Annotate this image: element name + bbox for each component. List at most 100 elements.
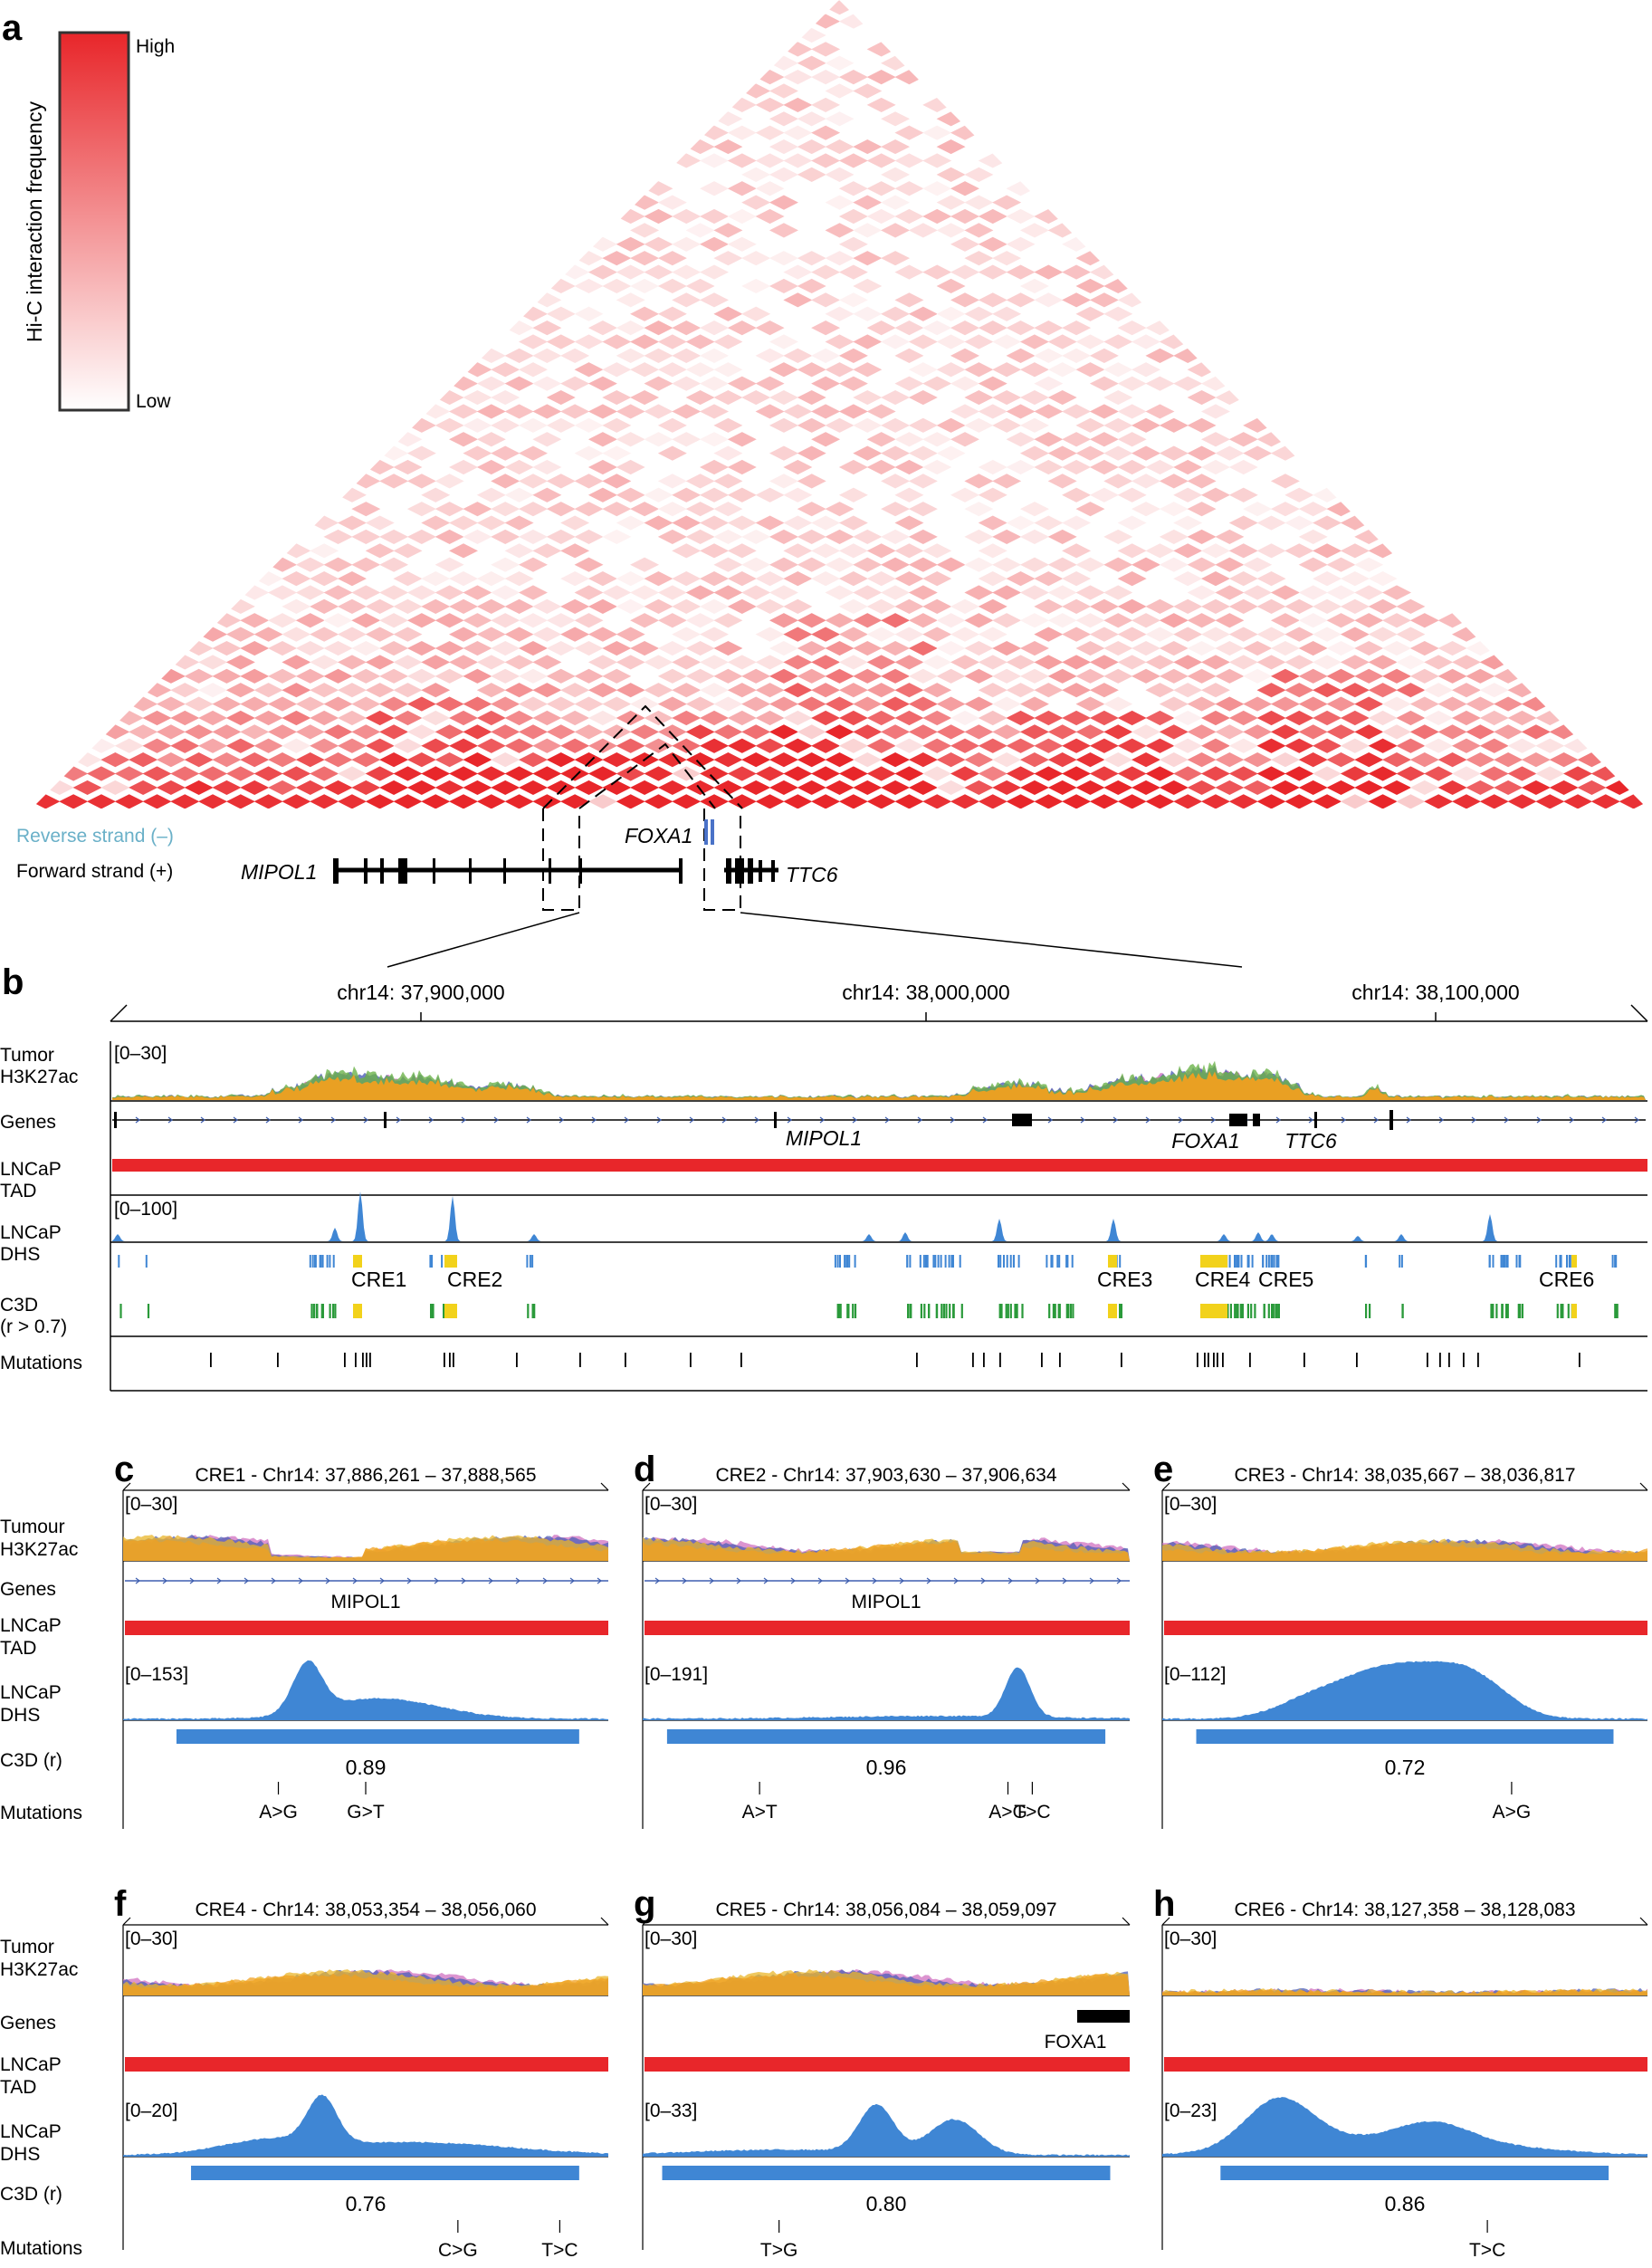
hic-cell — [616, 292, 645, 308]
hic-cell — [1340, 766, 1370, 781]
hic-cell — [769, 445, 798, 461]
hic-cell — [1340, 794, 1370, 809]
hic-cell — [936, 668, 966, 684]
hic-cell — [825, 167, 855, 182]
hic-cell — [1034, 432, 1064, 447]
row2-labels: Tumor H3K27ac Genes LNCaP TAD LNCaP DHS … — [0, 1937, 82, 2259]
hic-cell — [406, 696, 436, 712]
hic-cell — [476, 348, 506, 363]
hic-cell — [978, 404, 1007, 419]
hic-cell — [323, 585, 353, 600]
hic-cell — [866, 598, 896, 614]
hic-cell — [838, 627, 868, 642]
hic-cell — [838, 181, 868, 196]
strand-arrow — [167, 1116, 173, 1124]
hic-cell — [1270, 502, 1300, 517]
hic-cell — [602, 474, 632, 489]
hic-cell — [811, 432, 841, 447]
hic-cell — [463, 445, 492, 461]
hic-cell — [797, 668, 826, 684]
hic-cell — [1145, 655, 1175, 670]
hic-cell — [713, 613, 743, 628]
hic-cell — [406, 724, 436, 740]
hic-cell — [1019, 223, 1049, 238]
track-label: Tumor — [0, 1045, 54, 1066]
hic-cell — [964, 334, 994, 349]
hic-cell — [894, 627, 924, 642]
hic-cell — [811, 376, 841, 391]
hic-cell — [574, 640, 604, 656]
hic-cell — [365, 683, 395, 698]
hic-cell — [1132, 640, 1161, 656]
hic-cell — [1521, 780, 1551, 796]
c3d-element — [936, 1304, 939, 1318]
hic-cell — [825, 417, 855, 433]
hic-cell — [1466, 724, 1495, 740]
hic-cell — [1284, 515, 1314, 531]
hic-cell — [922, 321, 952, 336]
hic-cell — [853, 529, 883, 545]
track-label: LNCaP — [0, 1222, 62, 1243]
hic-cell — [434, 389, 464, 406]
hic-cell — [1089, 459, 1119, 475]
dhs-peak — [834, 1255, 836, 1268]
hic-cell — [1368, 710, 1398, 726]
c3d-element — [1567, 1304, 1570, 1318]
hic-cell — [72, 752, 102, 768]
hic-cell — [755, 683, 785, 698]
hic-cell — [295, 668, 325, 684]
hic-cell — [1313, 710, 1342, 726]
dhs-peak — [1267, 1255, 1270, 1268]
cre-highlight — [1571, 1304, 1577, 1318]
hic-cell — [170, 655, 200, 670]
hic-cell — [1089, 683, 1119, 698]
hic-cell — [1340, 515, 1370, 531]
dhs-peak — [1555, 1255, 1558, 1268]
hic-cell — [267, 585, 297, 600]
hic-cell — [685, 389, 715, 406]
hic-cell — [1159, 696, 1189, 712]
panel-label: d — [634, 1450, 655, 1489]
hic-cell — [560, 598, 590, 614]
hic-cell — [587, 264, 617, 280]
hic-cell — [421, 710, 451, 726]
c3d-element — [1067, 1304, 1070, 1318]
c3d-element — [998, 1304, 1001, 1318]
hic-cell — [1409, 752, 1439, 768]
hic-cell — [616, 738, 645, 753]
hic-cell — [587, 571, 617, 587]
hic-cell — [491, 474, 520, 489]
hic-cell — [1409, 668, 1439, 684]
hic-cell — [811, 42, 841, 57]
hic-cell — [1019, 752, 1049, 768]
hic-cell — [1145, 794, 1175, 809]
hic-cell — [1089, 598, 1119, 614]
mutation-tick — [1213, 1353, 1215, 1367]
hic-cell — [978, 153, 1007, 168]
hic-cell — [421, 515, 451, 531]
hic-cell — [922, 655, 952, 670]
hic-cell — [1117, 794, 1147, 809]
dhs-peak — [118, 1255, 120, 1268]
strand-arrow — [899, 1577, 904, 1584]
hic-cell — [866, 97, 896, 113]
hic-cell — [323, 668, 353, 684]
hic-cell — [1103, 557, 1133, 572]
mutation-tick — [449, 1353, 451, 1367]
hic-cell — [644, 487, 673, 502]
hic-cell — [1062, 459, 1092, 475]
hic-cell — [1284, 543, 1314, 559]
hic-cell — [267, 752, 297, 768]
hic-cell — [1159, 668, 1189, 684]
hic-cell — [1326, 696, 1356, 712]
hic-cell — [295, 696, 325, 712]
hic-cell — [797, 529, 826, 545]
hic-cell — [1075, 278, 1105, 294]
hic-cell — [1187, 585, 1217, 600]
forward-strand-label: Forward strand (+) — [16, 861, 173, 882]
hic-cell — [282, 738, 311, 753]
hic-cell — [783, 487, 813, 502]
hic-cell — [894, 125, 924, 140]
tad-bar — [645, 1621, 1130, 1635]
hic-cell — [337, 683, 367, 698]
